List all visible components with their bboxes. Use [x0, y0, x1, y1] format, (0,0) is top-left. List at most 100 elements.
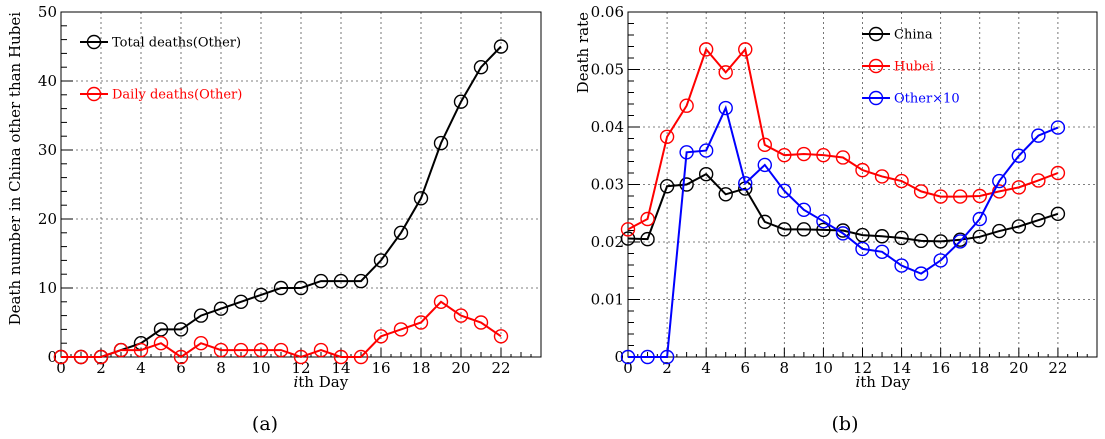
x-tick-label: 0 — [623, 359, 633, 377]
data-point — [757, 137, 772, 153]
x-tick-label: 0 — [56, 359, 66, 377]
data-point — [353, 349, 369, 365]
data-point — [413, 315, 429, 330]
data-point — [193, 308, 209, 323]
data-point — [972, 229, 987, 245]
x-tick-label: 6 — [740, 359, 750, 377]
x-tick-label: 2 — [96, 359, 106, 377]
data-point — [373, 329, 389, 344]
data-point — [173, 349, 189, 365]
data-point — [835, 226, 851, 241]
data-point — [233, 294, 249, 309]
data-point — [1011, 180, 1027, 195]
legend-marker — [868, 58, 884, 74]
panel-caption: (a) — [252, 413, 278, 435]
x-tick-label: 12 — [853, 359, 872, 377]
data-point — [313, 342, 329, 358]
data-point — [493, 39, 509, 54]
data-point — [855, 241, 870, 257]
data-point — [620, 349, 636, 365]
x-axis-title: ith Day — [855, 373, 910, 391]
data-point — [913, 266, 929, 281]
data-point — [679, 98, 694, 113]
data-point — [393, 225, 409, 241]
data-point — [698, 166, 714, 182]
data-point — [894, 230, 909, 246]
legend-entry: Hubei — [862, 58, 934, 75]
data-point — [913, 184, 929, 199]
data-point — [796, 146, 812, 162]
panel-a-death-number-chart: 0 2 4 6 8 10 12 14 16 18 20 22 0 10 20 30 40 50 ith Day Dea… — [6, 3, 542, 435]
data-point — [855, 227, 870, 243]
data-point — [73, 349, 89, 365]
data-point — [433, 294, 449, 309]
data-point — [333, 349, 349, 365]
data-point — [757, 214, 772, 230]
data-point — [972, 188, 987, 204]
x-tick-label: 18 — [970, 359, 989, 377]
data-point — [453, 94, 469, 109]
legend-marker — [868, 90, 884, 106]
y-tick-label: 40 — [38, 72, 57, 90]
series-hubei — [620, 42, 1066, 237]
data-point — [153, 322, 169, 337]
data-point — [1050, 165, 1066, 181]
x-tick-label: 22 — [1048, 359, 1067, 377]
y-tick-label: 0.01 — [591, 291, 624, 309]
panel-b-death-rate-chart: 0 2 4 6 8 10 12 14 16 18 20 22 0 0.01 0.02 0.03 0.04 0.05… — [574, 3, 1098, 435]
series-daily-deaths-other- — [53, 294, 509, 365]
data-point — [293, 349, 309, 365]
data-point — [1011, 148, 1027, 163]
legend-label: Total deaths(Other) — [112, 36, 241, 51]
data-point — [718, 65, 733, 80]
data-point — [796, 202, 812, 218]
data-point — [894, 258, 909, 273]
data-point — [253, 342, 269, 358]
data-point — [659, 349, 675, 365]
data-point — [333, 273, 349, 289]
data-point — [679, 145, 694, 160]
data-point — [373, 253, 389, 268]
data-point — [738, 176, 753, 191]
data-point — [953, 234, 968, 249]
legend-entry: Total deaths(Other) — [80, 34, 241, 51]
series-other-10 — [620, 100, 1066, 365]
data-point — [233, 342, 249, 358]
data-point — [933, 189, 948, 204]
y-tick-label: 0.05 — [591, 61, 624, 79]
y-tick-label: 10 — [38, 279, 57, 297]
data-point — [1050, 206, 1066, 222]
x-tick-label: 6 — [176, 359, 186, 377]
legend-marker — [86, 86, 102, 102]
data-point — [777, 222, 792, 237]
data-point — [698, 143, 714, 158]
x-tick-label: 4 — [701, 359, 711, 377]
data-point — [874, 169, 890, 184]
legend-entry: Other×10 — [862, 90, 960, 107]
x-tick-label: 22 — [491, 359, 510, 377]
data-point — [679, 177, 694, 192]
legend-label: Hubei — [894, 60, 934, 75]
x-tick-label: 12 — [291, 359, 310, 377]
data-point — [93, 349, 109, 365]
data-point — [313, 273, 329, 289]
data-point — [1031, 128, 1046, 143]
data-point — [796, 222, 812, 237]
y-tick-label: 0.06 — [591, 3, 624, 21]
data-point — [874, 229, 890, 244]
data-point — [659, 179, 675, 194]
data-point — [253, 287, 269, 303]
data-point — [894, 173, 909, 189]
data-point — [353, 273, 369, 289]
x-tick-label: 2 — [662, 359, 672, 377]
data-point — [473, 59, 489, 75]
data-point — [1011, 219, 1027, 234]
data-point — [113, 342, 129, 358]
x-tick-label: 8 — [216, 359, 226, 377]
y-tick-label: 20 — [38, 210, 57, 228]
legend-marker — [86, 34, 102, 50]
data-point — [816, 222, 831, 238]
x-axis-title: ith Day — [293, 373, 348, 391]
data-point — [493, 329, 509, 344]
